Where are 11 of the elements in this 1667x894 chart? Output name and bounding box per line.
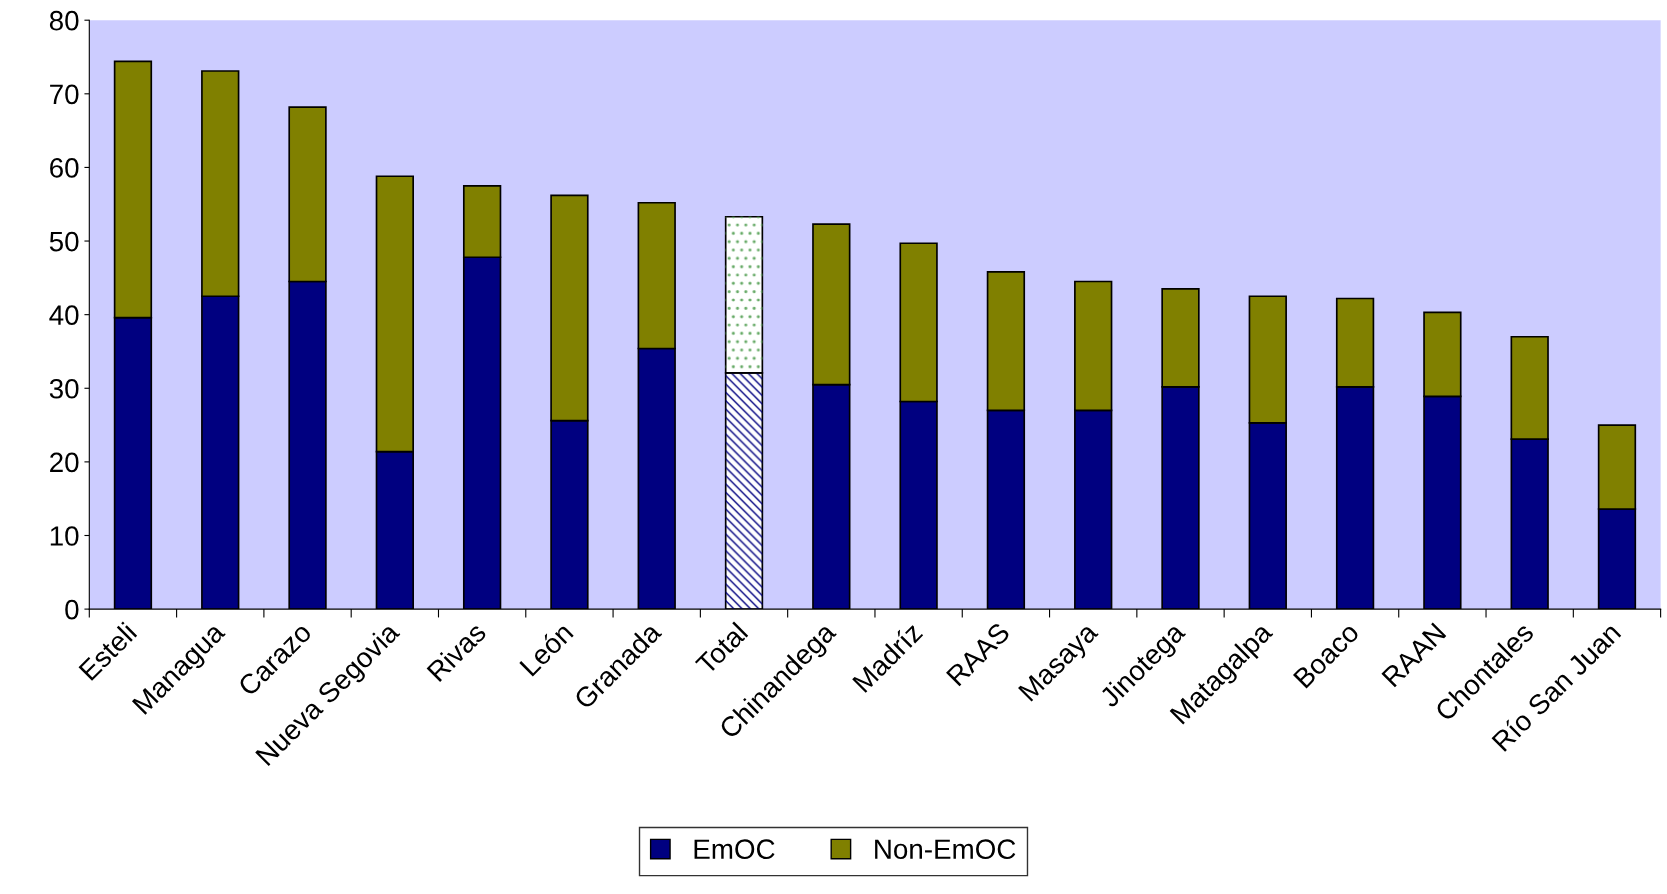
y-tick-label: 80 — [49, 10, 79, 31]
legend-label: Non-EmOC — [875, 839, 1016, 860]
y-tick-label: 40 — [49, 305, 79, 325]
y-tick-label: 60 — [50, 158, 79, 178]
y-tick-label: 0 — [65, 599, 79, 620]
y-tick-label: 10 — [50, 526, 79, 546]
y-tick-label: 30 — [49, 378, 79, 399]
legend-label: EmOC — [694, 839, 775, 860]
y-tick-label: 70 — [50, 84, 79, 105]
y-tick-label: 20 — [50, 452, 79, 473]
y-tick-label: 50 — [49, 231, 79, 252]
